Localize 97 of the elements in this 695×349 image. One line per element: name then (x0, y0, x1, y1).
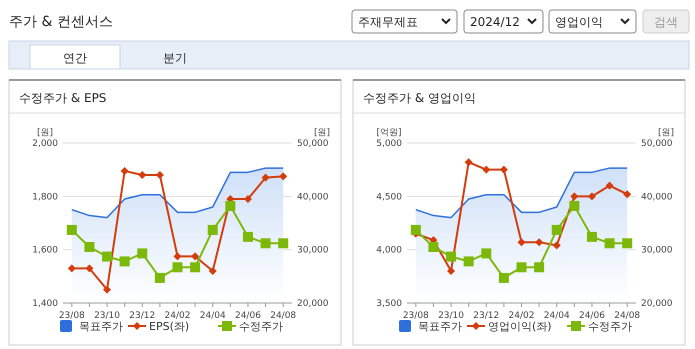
x-tick-label: 24/04 (200, 311, 226, 321)
text: 영업이익 (555, 15, 603, 29)
x-tick-label: 24/02 (508, 311, 534, 321)
y2-tick-label: 50,000 (641, 139, 673, 149)
y-tick-label: 2,000 (32, 139, 58, 149)
x-tick-label: 23/08 (402, 311, 430, 321)
y-tick-label: 4,000 (376, 246, 402, 256)
point (85, 264, 94, 272)
legend-label: 수정주가 (588, 320, 632, 333)
point (279, 172, 288, 180)
point (516, 262, 526, 272)
point (604, 238, 615, 248)
y-tick-label: 1,800 (32, 192, 58, 202)
x-tick-label: 24/04 (544, 311, 570, 321)
point (190, 262, 200, 272)
point (120, 167, 129, 175)
point (500, 166, 508, 174)
point (138, 171, 146, 179)
point (120, 256, 130, 266)
point (410, 224, 421, 235)
point (103, 286, 112, 294)
point (481, 248, 492, 258)
point (588, 192, 596, 200)
y2-tick-label: 50,000 (297, 139, 329, 149)
point (586, 232, 597, 242)
point (208, 224, 218, 235)
y2-tick-label: 40,000 (297, 192, 329, 202)
y2-tick-label: 20,000 (641, 299, 673, 309)
x-tick-label: 24/08 (614, 311, 640, 321)
point (278, 238, 288, 248)
point (552, 224, 562, 235)
point (242, 232, 253, 242)
y-tick-label: 1,400 (32, 299, 58, 309)
point (622, 238, 632, 248)
legend-label: EPS(좌) (149, 320, 190, 333)
text: 분기 (163, 51, 187, 65)
point (446, 252, 456, 262)
y-axis-title: [원] (36, 128, 54, 138)
point (464, 256, 474, 266)
point (68, 264, 76, 272)
text: 연간 (63, 51, 87, 65)
point (174, 252, 182, 260)
point (191, 252, 200, 260)
x-tick-label: 23/12 (129, 311, 156, 321)
y2-tick-label: 40,000 (641, 192, 673, 202)
x-tick-label: 23/10 (94, 311, 120, 321)
point (623, 190, 632, 198)
chart-title: 수정주가 & EPS (19, 91, 106, 105)
point (172, 262, 182, 272)
point (570, 192, 578, 200)
point (482, 166, 490, 174)
x-tick-label: 24/02 (164, 311, 190, 321)
legend-label: 영업이익(좌) (488, 320, 552, 333)
point (569, 200, 580, 211)
point (66, 224, 77, 235)
point (464, 158, 473, 166)
x-tick-label: 24/08 (270, 311, 296, 321)
point (260, 238, 271, 248)
y2-tick-label: 30,000 (641, 246, 673, 256)
point (447, 267, 456, 275)
point (225, 200, 236, 211)
x-tick-label: 24/06 (234, 311, 262, 321)
y-tick-label: 5,000 (376, 139, 402, 149)
y-tick-label: 3,500 (376, 299, 402, 309)
point (102, 252, 112, 262)
text: 검색 (654, 15, 678, 29)
legend-label: 수정주가 (239, 320, 283, 333)
point (535, 238, 544, 246)
chart-title: 수정주가 & 영업이익 (363, 91, 476, 105)
point (498, 272, 509, 283)
x-tick-label: 23/08 (58, 311, 86, 321)
x-tick-label: 23/10 (438, 311, 464, 321)
legend-label: 목표주가 (79, 320, 123, 333)
point (137, 248, 148, 258)
text: 주가 & 컨센서스 (9, 14, 113, 30)
point (428, 242, 438, 252)
point (518, 238, 526, 246)
point (154, 272, 165, 283)
point (156, 171, 164, 179)
text: 2024/12 (470, 15, 520, 29)
point (606, 182, 614, 190)
point (534, 262, 544, 272)
y-tick-label: 4,500 (376, 192, 402, 202)
y2-axis-title: [원] (314, 128, 330, 138)
point (84, 242, 94, 252)
point (552, 241, 561, 250)
y-tick-label: 1,600 (32, 246, 58, 256)
point (262, 174, 270, 182)
y2-tick-label: 20,000 (297, 299, 329, 309)
y2-tick-label: 30,000 (297, 246, 329, 256)
y2-axis-title: [원] (658, 128, 674, 138)
legend-label: 목표주가 (418, 320, 462, 333)
point (208, 267, 217, 275)
x-tick-label: 24/06 (578, 311, 606, 321)
text: 주재무제표 (358, 15, 418, 29)
x-tick-label: 23/12 (473, 311, 500, 321)
y-axis-title: [억원] (376, 128, 402, 138)
